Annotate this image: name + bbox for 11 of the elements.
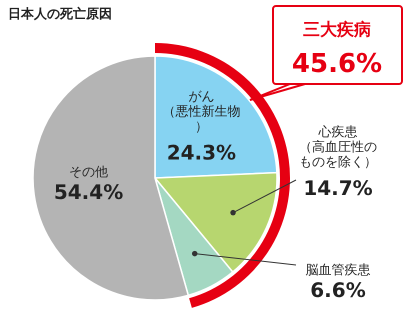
data-label: 14.7% — [303, 176, 373, 200]
slice-label: がん（悪性新生物） — [162, 90, 240, 135]
chart-title: 日本人の死亡原因 — [8, 6, 112, 22]
slice-label: 心疾患（高血圧性のものを除く） — [299, 124, 377, 170]
text: 45.6% — [292, 49, 382, 79]
data-label: 6.6% — [310, 278, 366, 302]
text: 三大疾病 — [303, 20, 371, 40]
slice-label: 脳血管疾患 — [306, 263, 370, 278]
data-label: 24.3% — [166, 140, 236, 165]
data-label: 54.4% — [54, 180, 124, 204]
slice-label: その他 — [69, 165, 108, 180]
